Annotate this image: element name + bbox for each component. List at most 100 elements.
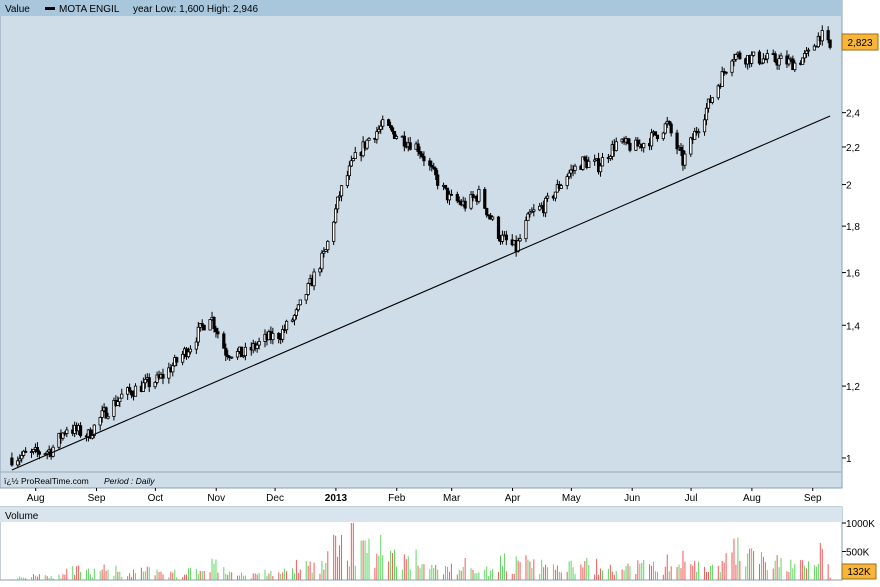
candle-body bbox=[801, 57, 805, 65]
candle-body bbox=[16, 460, 20, 466]
candle-body bbox=[667, 120, 671, 125]
candle-body bbox=[826, 30, 830, 41]
candle-body bbox=[524, 220, 528, 240]
x-tick-label: Aug bbox=[27, 493, 45, 504]
candle-body bbox=[804, 50, 809, 54]
candle-body bbox=[573, 165, 577, 171]
candle-body bbox=[161, 374, 165, 379]
candle-body bbox=[118, 397, 122, 403]
value-label: Value bbox=[5, 4, 30, 15]
candle-body bbox=[559, 185, 563, 189]
candle-body bbox=[104, 407, 108, 419]
candle-body bbox=[175, 357, 179, 363]
candles bbox=[10, 25, 832, 469]
candle-body bbox=[31, 449, 36, 452]
x-tick-label: Dec bbox=[266, 493, 284, 504]
candle-body bbox=[29, 451, 34, 453]
candle-body bbox=[750, 54, 754, 64]
candle-body bbox=[390, 127, 395, 132]
candle-body bbox=[171, 365, 175, 373]
candle-body bbox=[98, 417, 102, 426]
candle-body bbox=[697, 131, 701, 134]
candle-body bbox=[816, 35, 820, 48]
candle-body bbox=[10, 457, 14, 466]
candle-body bbox=[820, 30, 824, 42]
candle-body bbox=[457, 200, 461, 203]
candle-body bbox=[388, 125, 393, 129]
price-panel: Value MOTA ENGIL year Low: 1,600 High: 2… bbox=[0, 0, 843, 489]
candle-body bbox=[332, 221, 336, 242]
candle-body bbox=[208, 319, 212, 331]
candle-body bbox=[432, 166, 436, 169]
price-tick-label: 1,2 bbox=[846, 382, 860, 393]
candle-body bbox=[447, 193, 452, 201]
candle-body bbox=[526, 213, 530, 221]
candle-body bbox=[284, 320, 289, 331]
x-tick-label: 2013 bbox=[325, 493, 348, 504]
candle-body bbox=[661, 132, 665, 140]
candle-body bbox=[675, 132, 679, 150]
x-tick-label: Jun bbox=[624, 493, 640, 504]
candle-body bbox=[806, 49, 811, 52]
candle-body bbox=[779, 55, 783, 59]
candle-body bbox=[381, 119, 385, 127]
candle-body bbox=[761, 58, 765, 64]
period-text: Period : Daily bbox=[104, 476, 155, 486]
candle-body bbox=[787, 58, 791, 65]
candle-body bbox=[759, 62, 764, 65]
candle-body bbox=[271, 333, 275, 341]
candle-body bbox=[663, 123, 667, 134]
x-tick-label: May bbox=[562, 493, 581, 504]
candle-body bbox=[565, 176, 569, 186]
candle-body bbox=[683, 153, 687, 166]
candle-body bbox=[516, 240, 520, 252]
candle-body bbox=[24, 450, 28, 453]
candle-body bbox=[230, 356, 234, 359]
candle-body bbox=[216, 331, 220, 335]
candle-body bbox=[545, 195, 550, 199]
candle-body bbox=[463, 200, 467, 209]
candle-body bbox=[375, 131, 379, 140]
candle-body bbox=[706, 98, 711, 109]
candle-body bbox=[477, 189, 481, 202]
candle-body bbox=[349, 160, 353, 167]
candle-body bbox=[569, 169, 573, 174]
candle-body bbox=[614, 141, 618, 151]
candle-body bbox=[92, 424, 96, 436]
volume-tick-label: 500K bbox=[846, 548, 870, 559]
x-axis: Aug Sep Oct Nov Dec 2013 Feb Mar Apr May Jun Jul Aug… bbox=[27, 488, 822, 504]
candle-body bbox=[365, 139, 369, 149]
candle-body bbox=[202, 324, 206, 331]
volume-tick-label: 1000K bbox=[846, 519, 875, 530]
candle-body bbox=[710, 97, 714, 103]
candle-body bbox=[277, 333, 281, 339]
candle-body bbox=[337, 195, 342, 198]
candle-body bbox=[636, 139, 640, 147]
candle-body bbox=[812, 45, 817, 51]
candle-body bbox=[734, 54, 738, 60]
candle-body bbox=[422, 156, 426, 162]
candle-body bbox=[18, 458, 22, 462]
last-price-badge bbox=[841, 33, 879, 51]
candle-body bbox=[583, 156, 587, 161]
candle-body bbox=[402, 135, 406, 147]
volume-bars bbox=[11, 523, 831, 580]
candle-body bbox=[543, 197, 548, 214]
candle-body bbox=[292, 314, 297, 321]
candle-body bbox=[322, 250, 326, 254]
candle-body bbox=[379, 125, 383, 130]
candle-body bbox=[777, 58, 781, 66]
price-tick-label: 2,2 bbox=[846, 143, 860, 154]
volume-axis: 500K 1000K bbox=[842, 519, 875, 559]
candle-body bbox=[294, 309, 299, 316]
candle-body bbox=[649, 132, 654, 147]
candle-body bbox=[600, 157, 605, 167]
candle-body bbox=[334, 208, 338, 223]
candle-body bbox=[485, 207, 489, 216]
candle-body bbox=[37, 451, 41, 455]
candle-body bbox=[20, 455, 24, 460]
candle-body bbox=[65, 429, 69, 434]
candle-body bbox=[241, 355, 246, 358]
x-tick-label: Nov bbox=[207, 493, 225, 504]
candle-body bbox=[532, 209, 536, 212]
